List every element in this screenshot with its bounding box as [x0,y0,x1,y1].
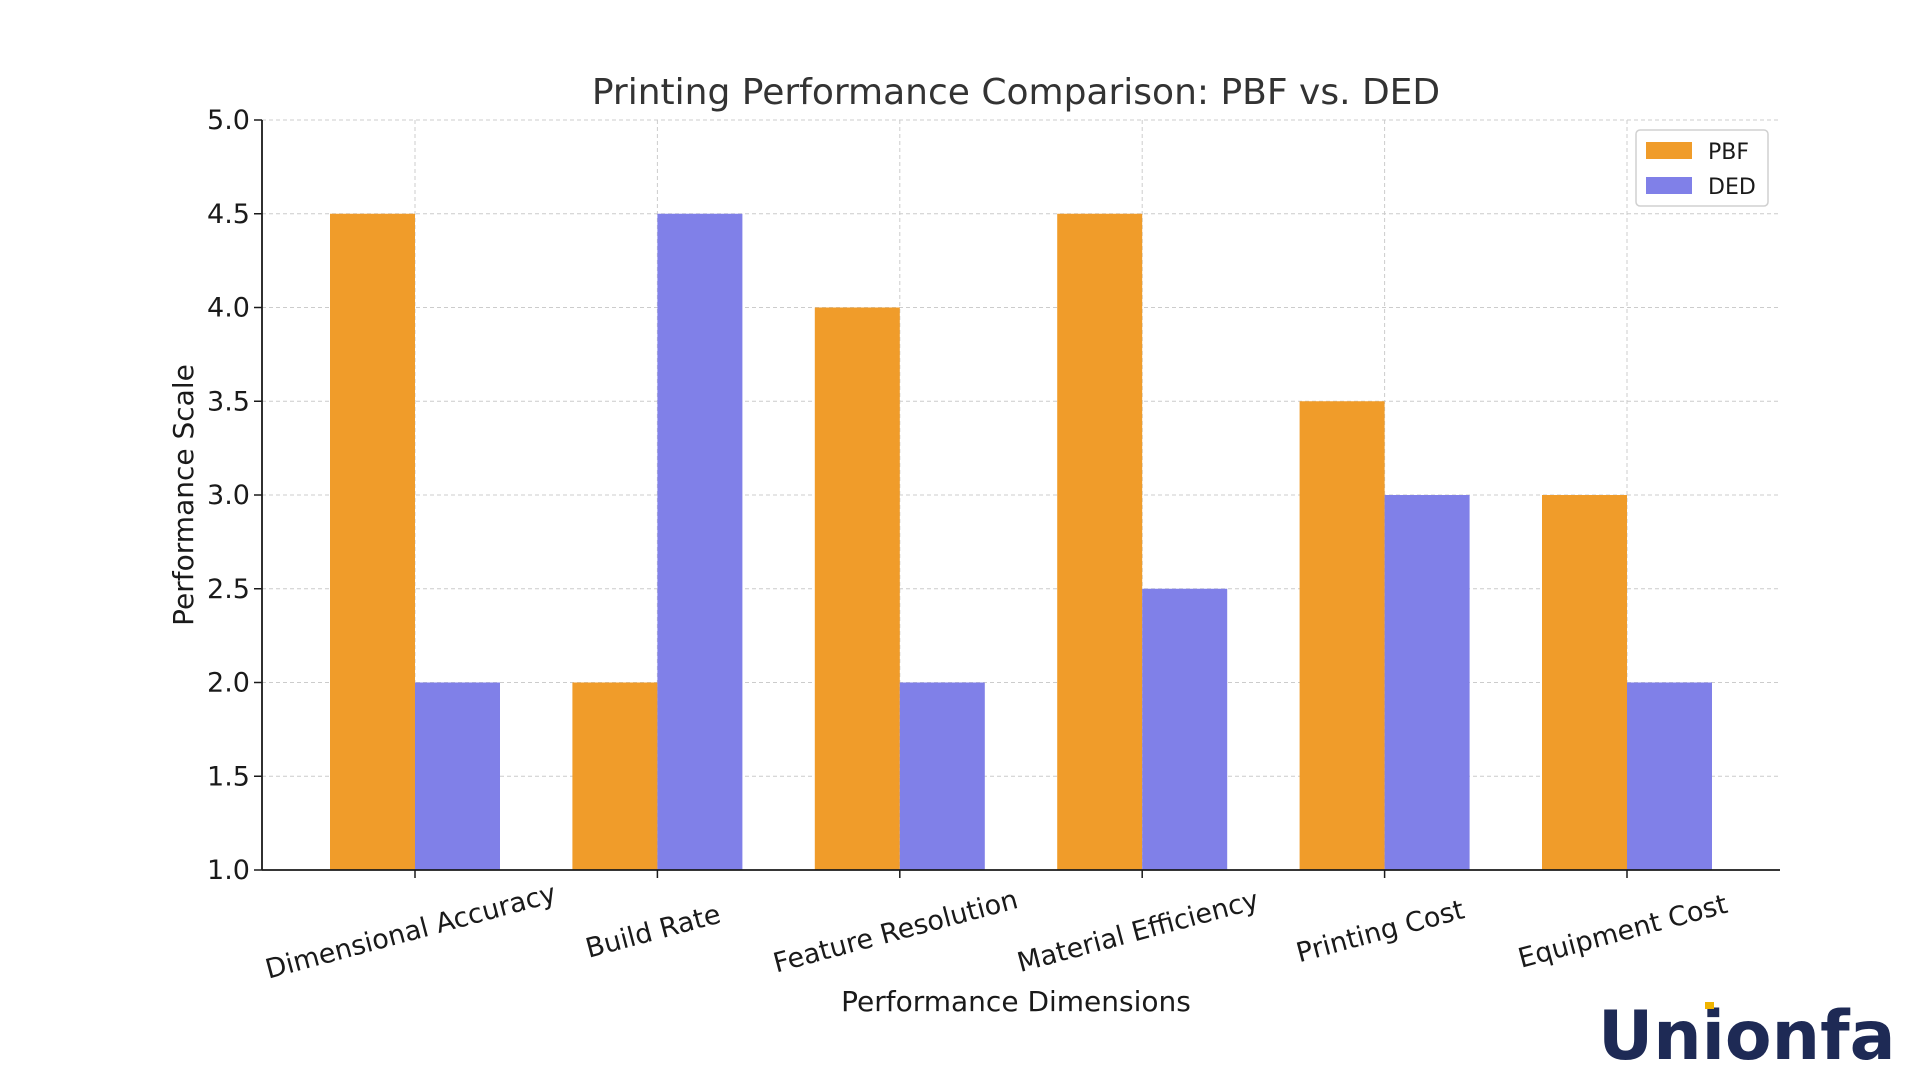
y-tick-label: 1.5 [207,761,250,792]
y-tick-label: 2.5 [207,574,250,605]
axes [261,120,1780,878]
bar-pbf-4 [1299,401,1385,870]
x-tick-label: Feature Resolution [770,884,1021,979]
bar-ded-1 [657,213,743,870]
bars [330,213,1712,870]
bar-pbf-5 [1542,495,1627,870]
bar-ded-0 [415,682,500,870]
legend-swatch-pbf [1646,142,1692,159]
legend: PBF DED [1635,129,1769,207]
bar-pbf-2 [814,307,900,870]
chart-title: Printing Performance Comparison: PBF vs.… [592,72,1440,113]
bar-pbf-3 [1057,213,1143,870]
bar-pbf-1 [572,682,658,870]
y-axis-label: Performance Scale [167,364,200,626]
y-tick-label: 5.0 [207,105,250,136]
x-tick-labels: Dimensional Accuracy Build Rate Feature Re… [262,878,1731,985]
bar-ded-5 [1627,682,1712,870]
y-tick-label: 1.0 [207,855,250,886]
x-tick-label: Printing Cost [1293,894,1468,969]
y-tick-labels: 1.0 1.5 2.0 2.5 3.0 3.5 4.0 4.5 5.0 [207,105,250,886]
unionfab-logo: Unionfab [1598,997,1898,1075]
x-tick-label: Material Efficiency [1014,885,1262,979]
y-tick-label: 4.0 [207,293,250,324]
y-tick-label: 2.0 [207,668,250,699]
y-tick-label: 4.5 [207,199,250,230]
bar-ded-2 [899,682,985,870]
bar-ded-4 [1384,495,1470,870]
legend-label-ded: DED [1708,175,1756,200]
y-tick-label: 3.0 [207,480,250,511]
legend-swatch-ded [1646,177,1692,194]
x-axis-label: Performance Dimensions [841,985,1191,1018]
bar-pbf-0 [330,213,415,870]
x-tick-label: Dimensional Accuracy [262,878,559,985]
y-tick-label: 3.5 [207,386,250,417]
logo-accent-mark [1705,1002,1714,1009]
bar-ded-3 [1142,588,1228,870]
x-tick-label: Equipment Cost [1515,889,1731,975]
legend-label-pbf: PBF [1708,140,1749,165]
logo-text: Unionfab [1598,997,1898,1075]
x-tick-label: Build Rate [582,899,724,965]
